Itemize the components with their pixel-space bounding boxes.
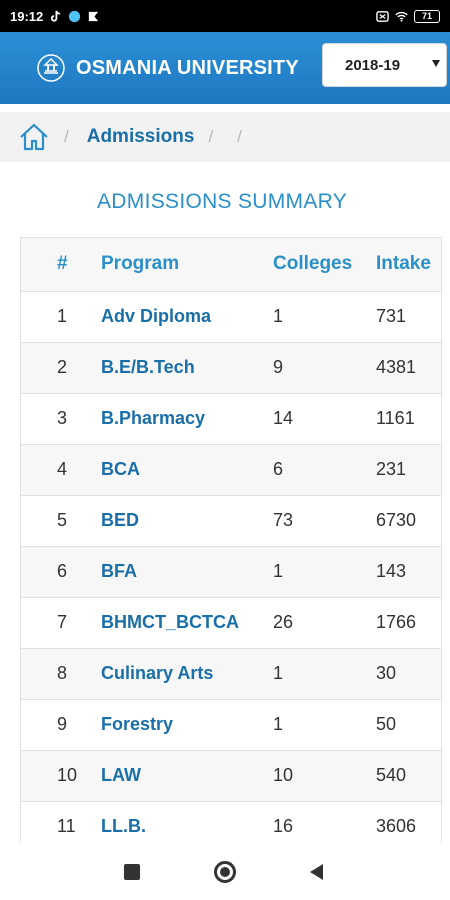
table-row: 5 BED 73 6730 <box>21 495 441 547</box>
column-header-number: # <box>21 238 101 292</box>
table-row: 1 Adv Diploma 1 731 <box>21 291 441 343</box>
nav-home-icon[interactable] <box>214 861 236 883</box>
home-icon[interactable] <box>18 122 50 152</box>
intake-count: 231 <box>376 444 441 496</box>
table-row: 7 BHMCT_BCTCA 26 1766 <box>21 597 441 649</box>
table-row: 4 BCA 6 231 <box>21 444 441 496</box>
row-number: 4 <box>21 444 101 496</box>
row-number: 6 <box>21 546 101 598</box>
status-time: 19:12 <box>10 8 44 24</box>
app-notification-icon <box>69 10 81 22</box>
program-link[interactable]: Forestry <box>101 699 273 751</box>
row-number: 11 <box>21 801 101 843</box>
intake-count: 143 <box>376 546 441 598</box>
year-select-value: 2018-19 <box>345 56 401 74</box>
colleges-count: 1 <box>273 648 376 700</box>
row-number: 1 <box>21 291 101 343</box>
colleges-count: 6 <box>273 444 376 496</box>
row-number: 3 <box>21 393 101 445</box>
app-header: OSMANIA UNIVERSITY 2018-19 <box>0 32 450 104</box>
program-link[interactable]: B.E/B.Tech <box>101 342 273 394</box>
intake-count: 4381 <box>376 342 441 394</box>
column-header-colleges: Colleges <box>273 238 376 292</box>
recent-apps-icon[interactable] <box>124 864 140 880</box>
breadcrumb-separator: / <box>208 127 214 146</box>
program-link[interactable]: B.Pharmacy <box>101 393 273 445</box>
colleges-count: 16 <box>273 801 376 843</box>
wifi-icon <box>395 11 408 22</box>
table-row: 3 B.Pharmacy 14 1161 <box>21 393 441 445</box>
admissions-table[interactable]: # Program Colleges Intake 1 Adv Diploma … <box>20 237 442 843</box>
column-header-intake: Intake <box>376 238 441 292</box>
row-number: 7 <box>21 597 101 649</box>
table-row: 9 Forestry 1 50 <box>21 699 441 751</box>
breadcrumb-admissions-link[interactable]: Admissions <box>86 126 195 147</box>
intake-count: 731 <box>376 291 441 343</box>
program-link[interactable]: BED <box>101 495 273 547</box>
program-link[interactable]: LL.B. <box>101 801 273 843</box>
breadcrumb-separator: / <box>64 127 69 146</box>
table-row: 11 LL.B. 16 3606 <box>21 801 441 843</box>
breadcrumb: / Admissions / / <box>0 112 450 162</box>
section-title: ADMISSIONS SUMMARY <box>97 190 348 213</box>
chevron-down-icon <box>432 60 440 67</box>
colleges-count: 1 <box>273 291 376 343</box>
table-header-row: # Program Colleges Intake <box>21 238 441 292</box>
colleges-count: 14 <box>273 393 376 445</box>
university-logo-icon <box>37 54 65 82</box>
row-number: 8 <box>21 648 101 700</box>
intake-count: 6730 <box>376 495 441 547</box>
program-link[interactable]: BHMCT_BCTCA <box>101 597 273 649</box>
table-row: 6 BFA 1 143 <box>21 546 441 598</box>
battery-icon: 71 <box>414 9 440 23</box>
colleges-count: 9 <box>273 342 376 394</box>
status-right: 71 <box>376 9 440 23</box>
intake-count: 3606 <box>376 801 441 843</box>
intake-count: 30 <box>376 648 441 700</box>
table-row: 10 LAW 10 540 <box>21 750 441 802</box>
table-row: 2 B.E/B.Tech 9 4381 <box>21 342 441 394</box>
row-number: 2 <box>21 342 101 394</box>
colleges-count: 26 <box>273 597 376 649</box>
program-link[interactable]: Culinary Arts <box>101 648 273 700</box>
row-number: 5 <box>21 495 101 547</box>
app-title: OSMANIA UNIVERSITY <box>76 56 299 79</box>
message-notification-icon <box>89 11 99 21</box>
program-link[interactable]: LAW <box>101 750 273 802</box>
back-icon[interactable] <box>310 864 323 880</box>
year-select[interactable]: 2018-19 <box>322 43 447 87</box>
tiktok-notification-icon <box>51 10 61 22</box>
program-link[interactable]: BCA <box>101 444 273 496</box>
colleges-count: 10 <box>273 750 376 802</box>
colleges-count: 1 <box>273 546 376 598</box>
intake-count: 50 <box>376 699 441 751</box>
intake-count: 1766 <box>376 597 441 649</box>
breadcrumb-separator: / <box>237 127 242 146</box>
status-left: 19:12 <box>10 9 100 24</box>
system-nav-bar <box>0 843 450 900</box>
table-row: 8 Culinary Arts 1 30 <box>21 648 441 700</box>
row-number: 9 <box>21 699 101 751</box>
colleges-count: 1 <box>273 699 376 751</box>
row-number: 10 <box>21 750 101 802</box>
status-bar: 19:12 71 <box>0 0 450 32</box>
intake-count: 1161 <box>376 393 441 445</box>
program-link[interactable]: BFA <box>101 546 273 598</box>
program-link[interactable]: Adv Diploma <box>101 291 273 343</box>
sim-icon <box>376 10 389 22</box>
colleges-count: 73 <box>273 495 376 547</box>
column-header-program: Program <box>101 238 273 292</box>
intake-count: 540 <box>376 750 441 802</box>
